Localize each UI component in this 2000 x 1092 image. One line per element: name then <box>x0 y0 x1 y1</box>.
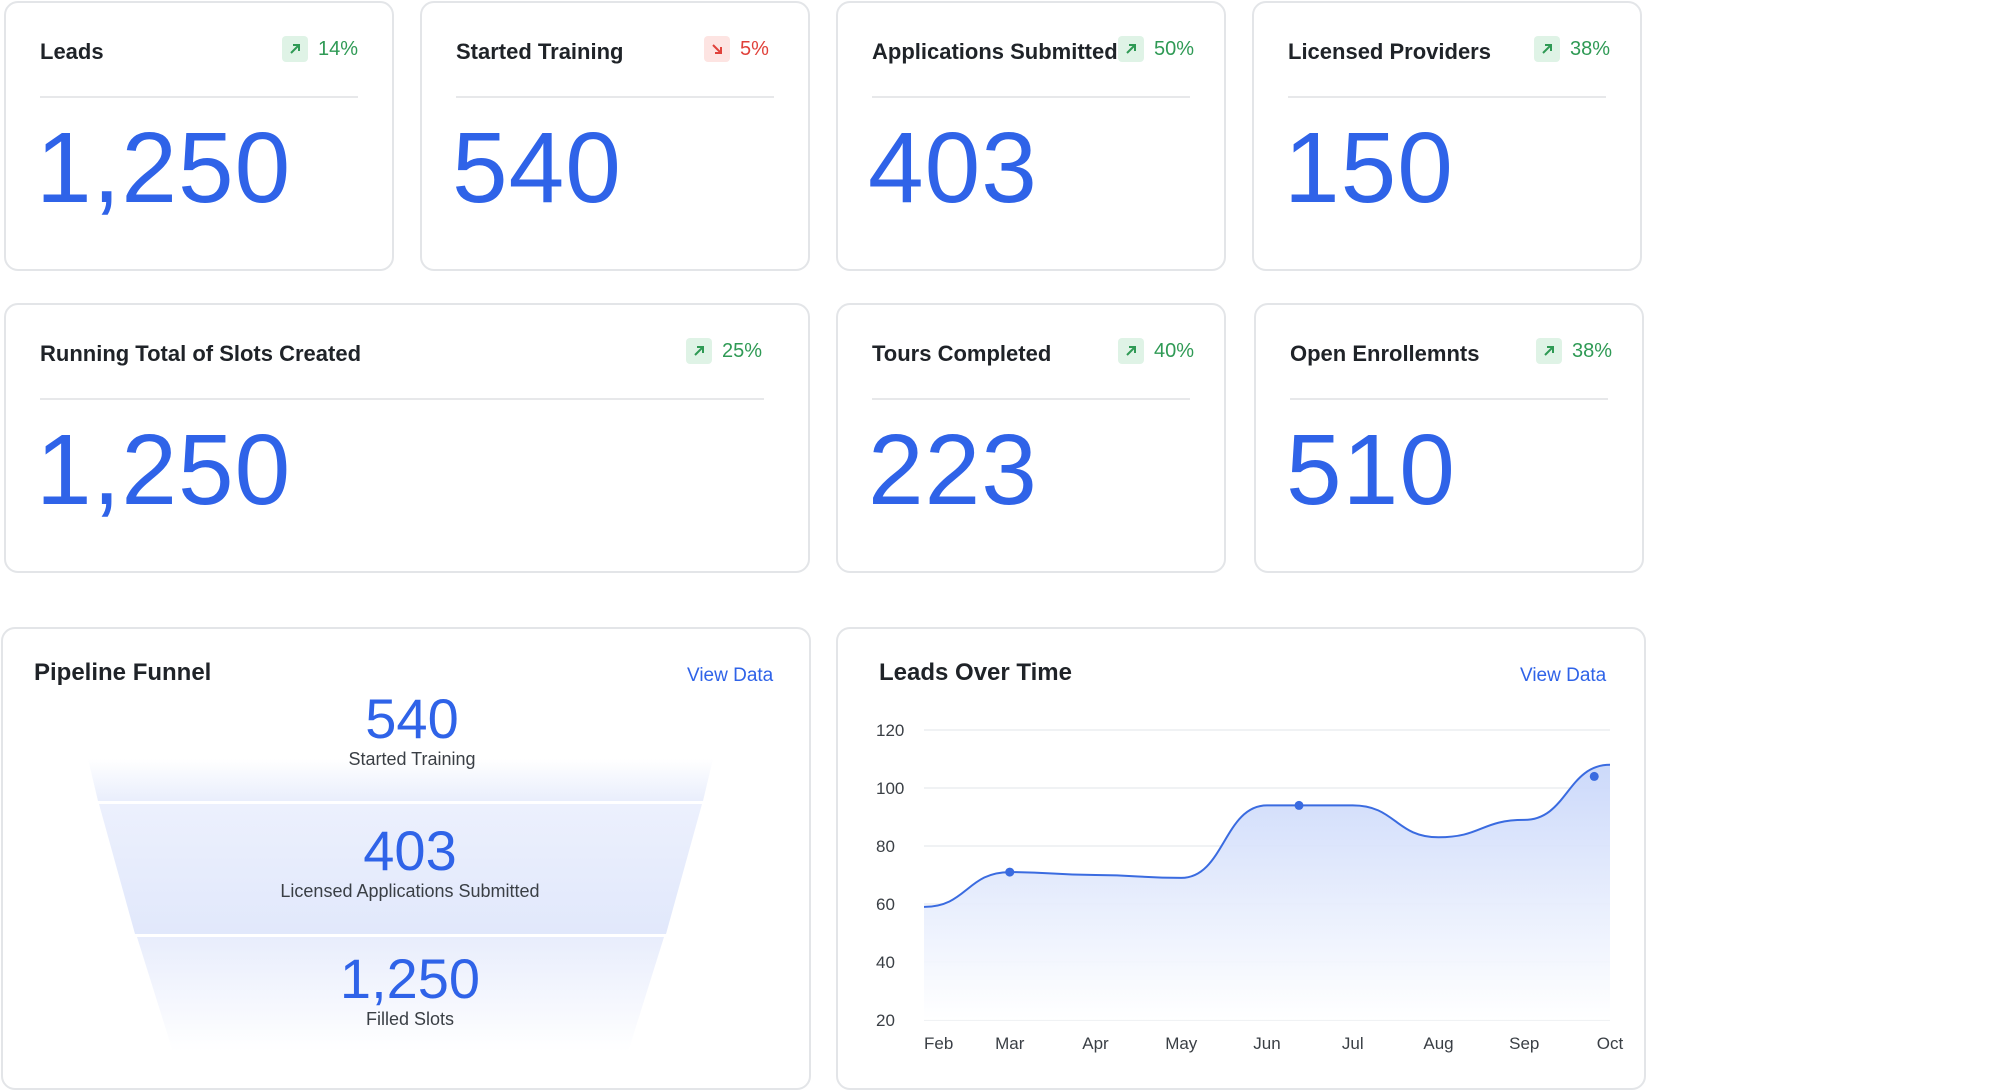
stat-value: 1,250 <box>36 414 292 526</box>
leads-line-chart: 20 40 60 80 100 120 Feb Mar Apr May Jun Jul Aug Sep Oc… <box>876 721 1624 1053</box>
funnel-stage-value: 540 <box>365 687 459 750</box>
y-tick-label: 120 <box>876 721 904 740</box>
divider <box>456 96 774 98</box>
divider <box>40 398 764 400</box>
stat-card-leads[interactable]: Leads 14% 1,250 <box>4 1 394 271</box>
x-tick-label: Feb <box>924 1034 953 1053</box>
trend-value: 40% <box>1154 339 1195 362</box>
y-tick-label: 60 <box>876 895 895 914</box>
stat-label: Open Enrollemnts <box>1290 341 1480 366</box>
trend-badge: 25% <box>686 338 762 364</box>
funnel-stage-started-training: 540 Started Training <box>9 689 815 770</box>
stat-card-licensed-providers[interactable]: Licensed Providers 38% 150 <box>1252 1 1642 271</box>
divider <box>1290 398 1608 400</box>
x-tick-label: May <box>1165 1034 1198 1053</box>
trend-value: 38% <box>1572 339 1613 362</box>
arrow-up-right-icon <box>1536 338 1562 364</box>
funnel-stage-label: Filled Slots <box>365 1009 455 1029</box>
stat-value: 540 <box>452 112 622 224</box>
arrow-up-right-icon <box>282 36 308 62</box>
funnel-stage-applications: 403 Licensed Applications Submitted <box>7 821 813 902</box>
x-tick-label: Oct <box>1597 1034 1624 1053</box>
funnel-stage-shape <box>88 759 713 801</box>
leads-over-time-panel: Leads Over Time View Data 20 40 60 80 100 120… <box>836 627 1646 1090</box>
funnel-stage-value: 403 <box>363 819 457 882</box>
y-tick-label: 80 <box>876 837 895 856</box>
funnel-shape <box>88 759 713 1052</box>
arrow-up-right-icon <box>1118 36 1144 62</box>
stat-value: 1,250 <box>36 112 292 224</box>
stat-value: 403 <box>868 112 1038 224</box>
arrow-up-right-icon <box>1534 36 1560 62</box>
stat-label: Tours Completed <box>872 341 1052 366</box>
stat-label: Leads <box>40 39 104 64</box>
arrow-down-right-icon <box>704 36 730 62</box>
data-point <box>1294 800 1304 810</box>
y-tick-label: 20 <box>876 1011 895 1030</box>
stat-label: Started Training <box>456 39 624 64</box>
stat-card-applications-submitted[interactable]: Applications Submitted 50% 403 <box>836 1 1226 271</box>
stat-card-started-training[interactable]: Started Training 5% 540 <box>420 1 810 271</box>
series-line <box>923 763 1611 908</box>
stat-card-slots-created[interactable]: Running Total of Slots Created 25% 1,250 <box>4 303 810 573</box>
stat-value: 223 <box>868 414 1038 526</box>
stat-value: 510 <box>1286 414 1456 526</box>
stat-value: 150 <box>1284 112 1454 224</box>
x-tick-label: Sep <box>1509 1034 1539 1053</box>
divider <box>872 398 1190 400</box>
stat-label: Licensed Providers <box>1288 39 1491 64</box>
trend-badge: 5% <box>704 36 769 62</box>
funnel-stage-shape <box>99 804 702 934</box>
stat-label: Running Total of Slots Created <box>40 341 362 366</box>
view-data-link[interactable]: View Data <box>1520 665 1607 686</box>
funnel-stage-label: Started Training <box>348 749 476 769</box>
funnel-stage-filled-slots: 1,250 Filled Slots <box>7 949 813 1030</box>
trend-badge: 38% <box>1536 338 1612 364</box>
divider <box>1288 96 1606 98</box>
trend-badge: 38% <box>1534 36 1610 62</box>
trend-badge: 40% <box>1118 338 1194 364</box>
arrow-up-right-icon <box>1118 338 1144 364</box>
x-tick-label: Jul <box>1342 1034 1364 1053</box>
trend-badge: 50% <box>1118 36 1194 62</box>
data-point <box>1005 867 1015 877</box>
x-tick-label: Jun <box>1253 1034 1280 1053</box>
divider <box>872 96 1190 98</box>
y-tick-label: 100 <box>876 779 904 798</box>
view-data-link[interactable]: View Data <box>687 665 774 686</box>
trend-value: 25% <box>722 339 763 362</box>
x-tick-label: Aug <box>1423 1034 1453 1053</box>
trend-value: 38% <box>1570 37 1611 60</box>
panel-title: Leads Over Time <box>879 659 1072 686</box>
divider <box>40 96 358 98</box>
trend-badge: 14% <box>282 36 358 62</box>
x-tick-label: Apr <box>1082 1034 1109 1053</box>
funnel-stage-label: Licensed Applications Submitted <box>280 881 540 901</box>
trend-value: 5% <box>740 37 769 60</box>
stat-card-open-enrollments[interactable]: Open Enrollemnts 38% 510 <box>1254 303 1644 573</box>
data-point <box>1589 771 1599 781</box>
y-tick-label: 40 <box>876 953 895 972</box>
series-area <box>924 764 1610 1020</box>
funnel-stage-shape <box>137 937 664 1052</box>
funnel-stage-value: 1,250 <box>339 947 481 1010</box>
arrow-up-right-icon <box>686 338 712 364</box>
pipeline-funnel-panel: Pipeline Funnel View Data 540 Started Tr… <box>1 627 811 1090</box>
trend-value: 50% <box>1154 37 1195 60</box>
trend-value: 14% <box>318 37 359 60</box>
stat-card-tours-completed[interactable]: Tours Completed 40% 223 <box>836 303 1226 573</box>
stat-label: Applications Submitted <box>872 39 1118 64</box>
panel-title: Pipeline Funnel <box>34 659 212 686</box>
x-tick-label: Mar <box>995 1034 1025 1053</box>
